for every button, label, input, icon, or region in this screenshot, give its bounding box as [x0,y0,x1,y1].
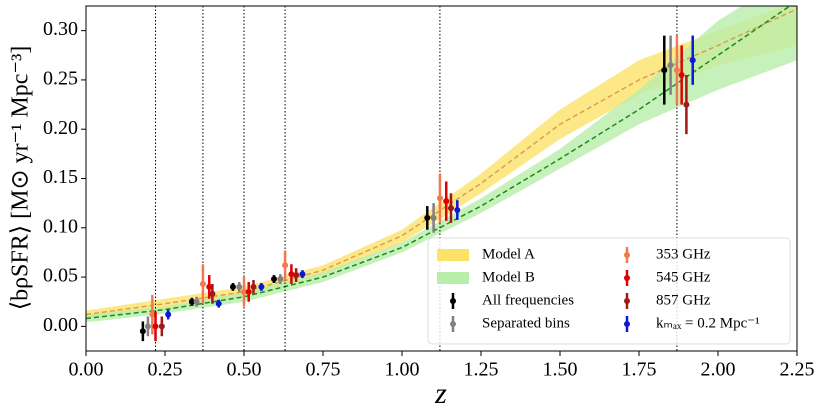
legend-label: 545 GHz [656,269,711,285]
x-tick-label: 2.25 [780,359,815,381]
data-point [288,271,295,278]
x-tick-label: 2.00 [701,359,736,381]
y-tick-label: 0.15 [43,166,78,188]
legend-swatch [437,272,469,284]
data-point [229,283,236,290]
legend-label: Model B [482,269,535,285]
data-point [443,198,450,205]
data-point [258,283,265,290]
data-point [236,283,243,290]
x-axis-label: z [434,377,447,410]
x-tick-label: 1.50 [543,359,578,381]
data-point [661,67,668,74]
data-point [683,101,690,108]
legend-marker [450,298,456,304]
data-point [299,271,306,278]
legend-label: Model A [482,246,535,262]
data-point [209,290,216,297]
data-point [293,272,300,279]
data-point [689,57,696,64]
data-point [152,323,159,330]
y-tick-label: 0.05 [43,265,78,287]
x-tick-label: 1.75 [622,359,657,381]
y-tick-label: 0.20 [43,117,78,139]
data-point [250,283,257,290]
data-point [188,298,195,305]
x-tick-label: 1.00 [385,359,420,381]
legend-label: kₘₐₓ = 0.2 Mpc⁻¹ [656,315,760,331]
x-tick-label: 0.75 [306,359,341,381]
x-tick-label: 1.25 [464,359,499,381]
data-point [158,323,165,330]
legend-box [427,237,791,345]
x-tick-label: 0.00 [69,359,104,381]
data-point [678,72,685,78]
data-point [673,67,680,74]
data-point [199,280,206,287]
legend-marker [624,321,630,327]
data-point [271,276,278,283]
data-point [165,311,172,318]
data-point [454,207,461,214]
model-line [86,6,792,320]
data-point [215,300,222,307]
x-tick-label: 0.25 [148,359,183,381]
data-point [241,288,247,295]
x-tick-label: 0.50 [227,359,262,381]
data-point [206,283,213,290]
data-point [282,262,289,269]
legend-swatch [437,249,469,261]
legend-label: All frequencies [482,292,574,308]
legend-marker [624,298,630,304]
model-band [86,6,797,319]
data-point [245,288,252,295]
y-axis-label: ⟨bρSFR⟩ [M⊙ yr⁻¹ Mpc⁻³] [8,46,34,311]
data-point [144,323,151,330]
data-point [430,214,437,221]
legend-label: 857 GHz [656,292,711,308]
legend-label: 353 GHz [656,246,711,262]
legend-marker [624,275,630,281]
data-point [193,298,200,305]
model-band [86,6,797,323]
data-point [424,214,431,221]
data-point [139,328,146,335]
y-tick-label: 0.30 [43,18,78,40]
data-point [149,311,156,318]
data-point [447,205,454,212]
legend-marker [450,321,456,327]
legend-label: Separated bins [482,315,570,331]
data-point [277,276,284,283]
data-point [436,195,443,202]
plot-area [86,6,797,351]
y-tick-label: 0.25 [43,68,78,90]
data-point [667,62,674,69]
y-tick-label: 0.10 [43,215,78,237]
legend-marker [624,252,630,258]
y-tick-label: 0.00 [43,314,78,336]
